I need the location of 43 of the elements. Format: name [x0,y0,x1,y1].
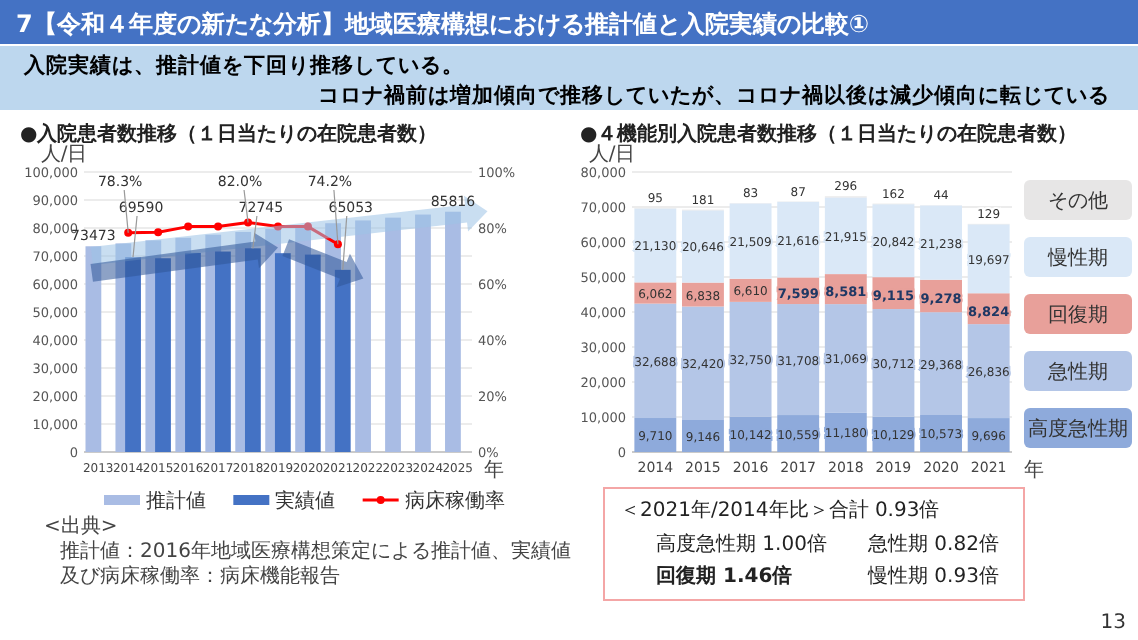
point [214,222,223,231]
bar [385,217,401,452]
text: 13 [1100,612,1126,634]
series-label: その他 [1048,189,1108,213]
legend-label: 実績値 [275,489,336,513]
bar [304,254,321,452]
bar [244,248,261,452]
chart-title: ●入院患者数推移（１日当たりの在院患者数） [20,122,438,146]
series-label: 高度急性期 [1028,417,1128,441]
point [184,222,193,231]
bar [415,214,431,452]
text: 回復期 1.46倍 [656,564,793,588]
x-axis-title: 年 [1024,458,1044,482]
text: 7【令和４年度の新たな分析】地域医療構想における推計値と入院実績の比較① [16,10,870,38]
y-axis-title: 人/日 [40,144,88,166]
series-label: 急性期 [1046,360,1108,384]
bar [445,211,461,452]
text: 急性期 0.82倍 [866,532,999,556]
bar [334,269,351,452]
bar [125,257,141,452]
point [303,222,312,231]
text: コロナ禍前は増加傾向で推移していたが、コロナ禍以後は減少傾向に転じている [318,82,1110,108]
bar [355,220,371,452]
text: 入院実績は、推計値を下回り推移している。 [22,52,464,78]
legend-label: 推計値 [146,489,206,513]
x-axis-title: 年 [484,458,504,482]
text: 高度急性期 1.00倍 [656,532,827,556]
series-label: 慢性期 [1046,246,1108,270]
series-label: 回復期 [1048,303,1108,327]
point [154,228,163,237]
bar [185,252,201,452]
bar [274,253,291,452]
text: 慢性期 0.93倍 [866,564,999,588]
text: 推計値：2016年地域医療構想策定による推計値、実績値及び病床稼働率：病床機能報告 [60,539,571,588]
bar [155,258,171,452]
point [274,222,282,231]
text: <出典> [44,514,118,538]
bar [215,251,231,452]
legend-label: 病床稼働率 [404,489,505,513]
y-axis-title: 人/日 [588,144,636,166]
chart-title: ●４機能別入院患者数推移（１日当たりの在院患者数） [580,122,1078,146]
bar [85,246,102,452]
text: ＜2021年/2014年比＞合計 0.93倍 [620,498,940,522]
